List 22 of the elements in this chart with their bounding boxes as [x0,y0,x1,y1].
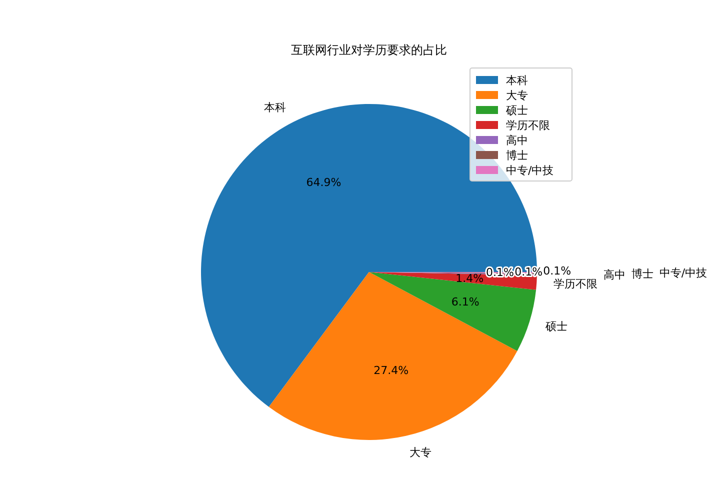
slice-label: 学历不限 [553,277,598,290]
data-label: 1.4% [456,272,484,286]
data-label: 0.1% [486,266,514,279]
data-label: 0.1% [543,264,572,278]
data-label: 27.4% [374,364,409,378]
data-label: 64.9% [306,176,342,189]
legend-label: 高中 [506,134,528,147]
slice-label: 本科 [264,100,286,114]
category-label: 高中 [603,268,626,282]
legend-label: 博士 [506,148,528,162]
legend-label: 本科 [506,74,528,87]
category-label: 中专/中技 [659,266,708,280]
slice-label: 硕士 [544,320,568,334]
legend-label: 中专/中技 [506,164,554,177]
legend-label: 硕士 [505,104,528,117]
legend-label: 大专 [506,88,528,102]
legend-label: 学历不限 [506,118,550,132]
data-label: 0.1% [514,265,543,278]
category-label: 博士 [631,268,654,281]
data-label: 6.1% [451,295,480,308]
slice-label: 大专 [410,446,432,460]
chart-title: 互联网行业对学历要求的占比 [291,43,447,57]
